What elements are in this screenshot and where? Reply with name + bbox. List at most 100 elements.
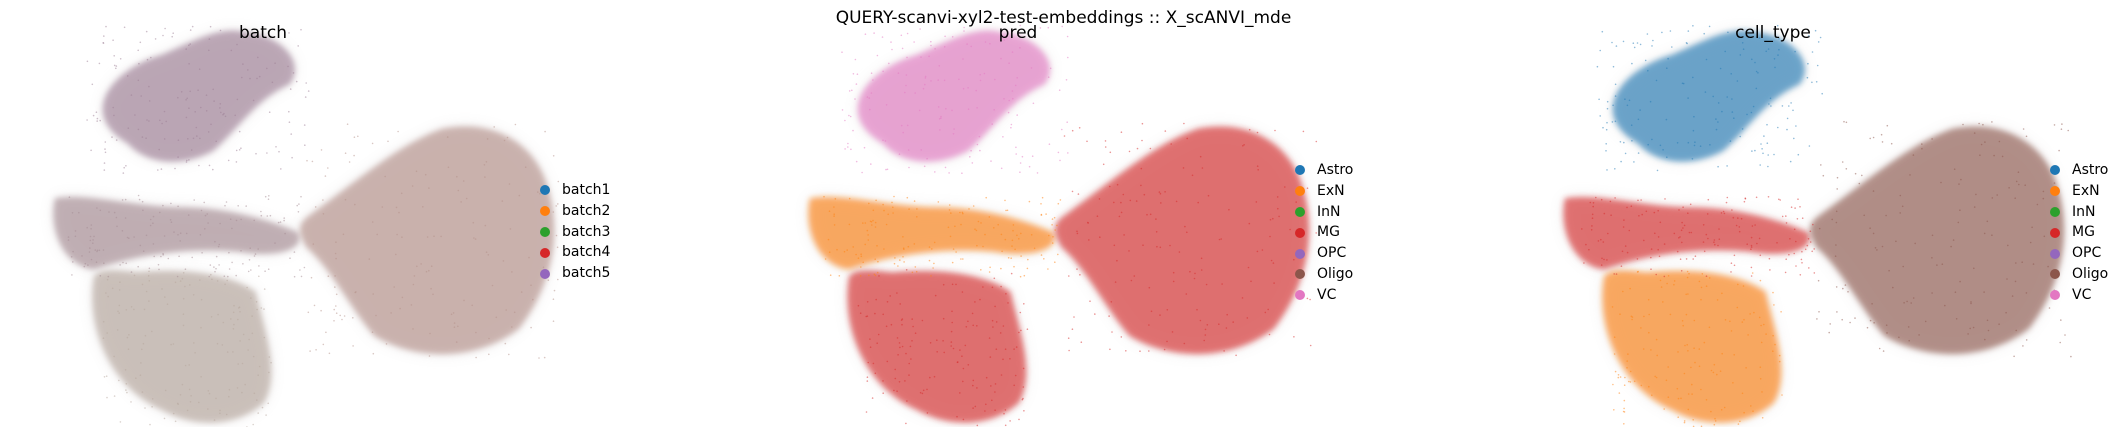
scatter-point [1005,293,1007,295]
scatter-point [1098,198,1101,200]
scatter-point [1881,141,1884,143]
scatter-point [1885,214,1887,217]
scatter-point [883,248,885,250]
scatter-point [270,361,272,364]
scatter-point [1793,252,1795,255]
scatter-point [950,345,952,347]
scatter-point [214,240,216,243]
scatter-point [70,255,73,258]
scatter-point [1921,143,1923,145]
scatter-point [1068,349,1070,352]
scatter-point [163,235,166,237]
scatter-point [1682,227,1684,229]
scatter-point [1047,26,1050,29]
scatter-point [252,355,255,358]
scatter-point [226,279,228,282]
scatter-point [893,262,896,265]
scatter-point [911,318,913,320]
scatter-point [153,255,155,258]
scatter-point [921,392,924,395]
scatter-point [552,211,555,213]
scatter-point [1650,256,1652,259]
scatter-point [148,120,150,122]
scatter-point [320,149,323,151]
scatter-point [186,97,188,100]
scatter-point [305,82,308,84]
scatter-point [151,406,153,408]
scatter-point [1682,206,1684,208]
scatter-point [488,337,490,340]
scatter-point [974,405,977,408]
legend-label: batch1 [562,182,611,198]
scatter-point [1759,254,1762,257]
scatter-point [2061,123,2063,125]
scatter-point [1686,270,1689,273]
scatter-point [126,336,129,339]
scatter-point [1726,165,1728,167]
scatter-point [240,250,242,252]
scatter-point [1120,336,1123,338]
scatter-point [556,246,559,249]
scatter-point [884,140,887,142]
scatter-point [102,320,105,323]
scatter-point [2014,197,2016,199]
scatter-point [124,369,127,371]
scatter-point [875,298,877,301]
scatter-point [1019,47,1021,49]
scatter-point [898,342,901,344]
scatter-point [1701,273,1704,275]
scatter-point [179,394,182,396]
scatter-point [1845,168,1848,170]
scatter-point [1759,378,1762,380]
scatter-point [112,106,114,109]
scatter-point [256,308,258,311]
scatter-point [146,58,149,61]
scatter-point [528,256,530,259]
scatter-point [1268,333,1271,336]
scatter-point [269,214,272,217]
scatter-point [1741,321,1744,323]
scatter-point [1683,420,1686,422]
scatter-point [908,374,910,376]
scatter-point [1655,79,1658,82]
scatter-point [1731,209,1733,211]
scatter-point [1692,258,1694,260]
scatter-point [103,35,105,37]
scatter-point [260,214,263,217]
scatter-point [241,391,243,394]
scatter-point [1699,145,1702,147]
scatter-point [125,389,127,391]
scatter-point [1295,201,1297,203]
scatter-point [1016,77,1018,79]
scatter-point [1009,358,1011,360]
scatter-point [173,231,175,233]
scatter-point [1111,331,1113,333]
scatter-point [1950,245,1952,248]
scatter-point [1232,321,1234,323]
scatter-point [2060,319,2062,321]
scatter-point [170,202,172,205]
scatter-point [1793,137,1795,140]
scatter-point [994,383,997,385]
scatter-point [928,246,931,248]
legend-label: ExN [2072,182,2100,199]
scatter-point [1197,201,1199,204]
scatter-point [893,195,895,198]
scatter-point [854,58,857,61]
cluster-top-left-lobe [102,30,295,162]
scatter-point [130,94,133,96]
scatter-point [1018,238,1020,240]
scatter-point [142,250,145,252]
scatter-point [475,331,477,334]
scatter-point [1910,302,1912,304]
scatter-point [960,223,962,226]
scatter-point [1647,143,1649,146]
scatter-point [1620,265,1623,268]
scatter-point [1673,280,1676,282]
scatter-point [902,131,904,134]
scatter-point [1183,122,1185,125]
scatter-point [335,312,338,315]
scatter-point [877,333,880,336]
scatter-point [1631,316,1634,318]
scatter-point [1135,200,1138,202]
